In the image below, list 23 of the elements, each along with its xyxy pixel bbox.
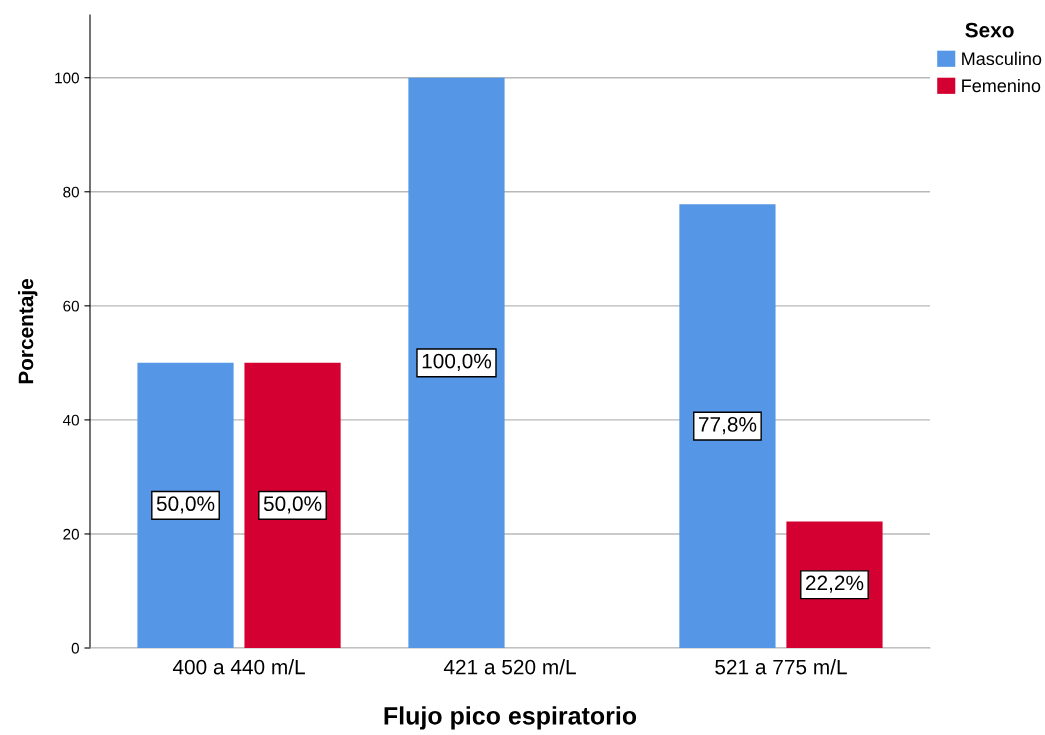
data-label: 50,0% bbox=[156, 496, 215, 514]
y-tick-label: 0 bbox=[71, 642, 79, 654]
legend-label: Femenino bbox=[962, 78, 1041, 93]
data-label: 50,0% bbox=[263, 496, 322, 514]
x-tick-label: 521 a 775 m/L bbox=[715, 659, 847, 675]
y-tick-label: 80 bbox=[63, 186, 79, 198]
y-tick-label: 60 bbox=[63, 300, 79, 312]
x-tick-label: 400 a 440 m/L bbox=[172, 659, 305, 675]
x-axis-title: Flujo pico espiratorio bbox=[384, 706, 637, 730]
y-tick-label: 100 bbox=[55, 72, 79, 84]
data-label: 100,0% bbox=[422, 353, 492, 371]
x-tick-label: 421 a 520 m/L bbox=[443, 659, 576, 675]
y-tick-label: 20 bbox=[63, 528, 79, 540]
y-axis-title: Porcentaje bbox=[18, 278, 38, 384]
bar bbox=[408, 77, 505, 648]
bar bbox=[244, 362, 341, 648]
y-tick-label: 40 bbox=[62, 414, 79, 426]
legend-title: Sexo bbox=[965, 22, 1014, 38]
legend-label: Masculino bbox=[962, 51, 1042, 66]
bar bbox=[137, 362, 234, 648]
data-label: 77,8% bbox=[698, 417, 757, 435]
data-label: 22,2% bbox=[806, 575, 864, 593]
bar bbox=[679, 204, 776, 648]
